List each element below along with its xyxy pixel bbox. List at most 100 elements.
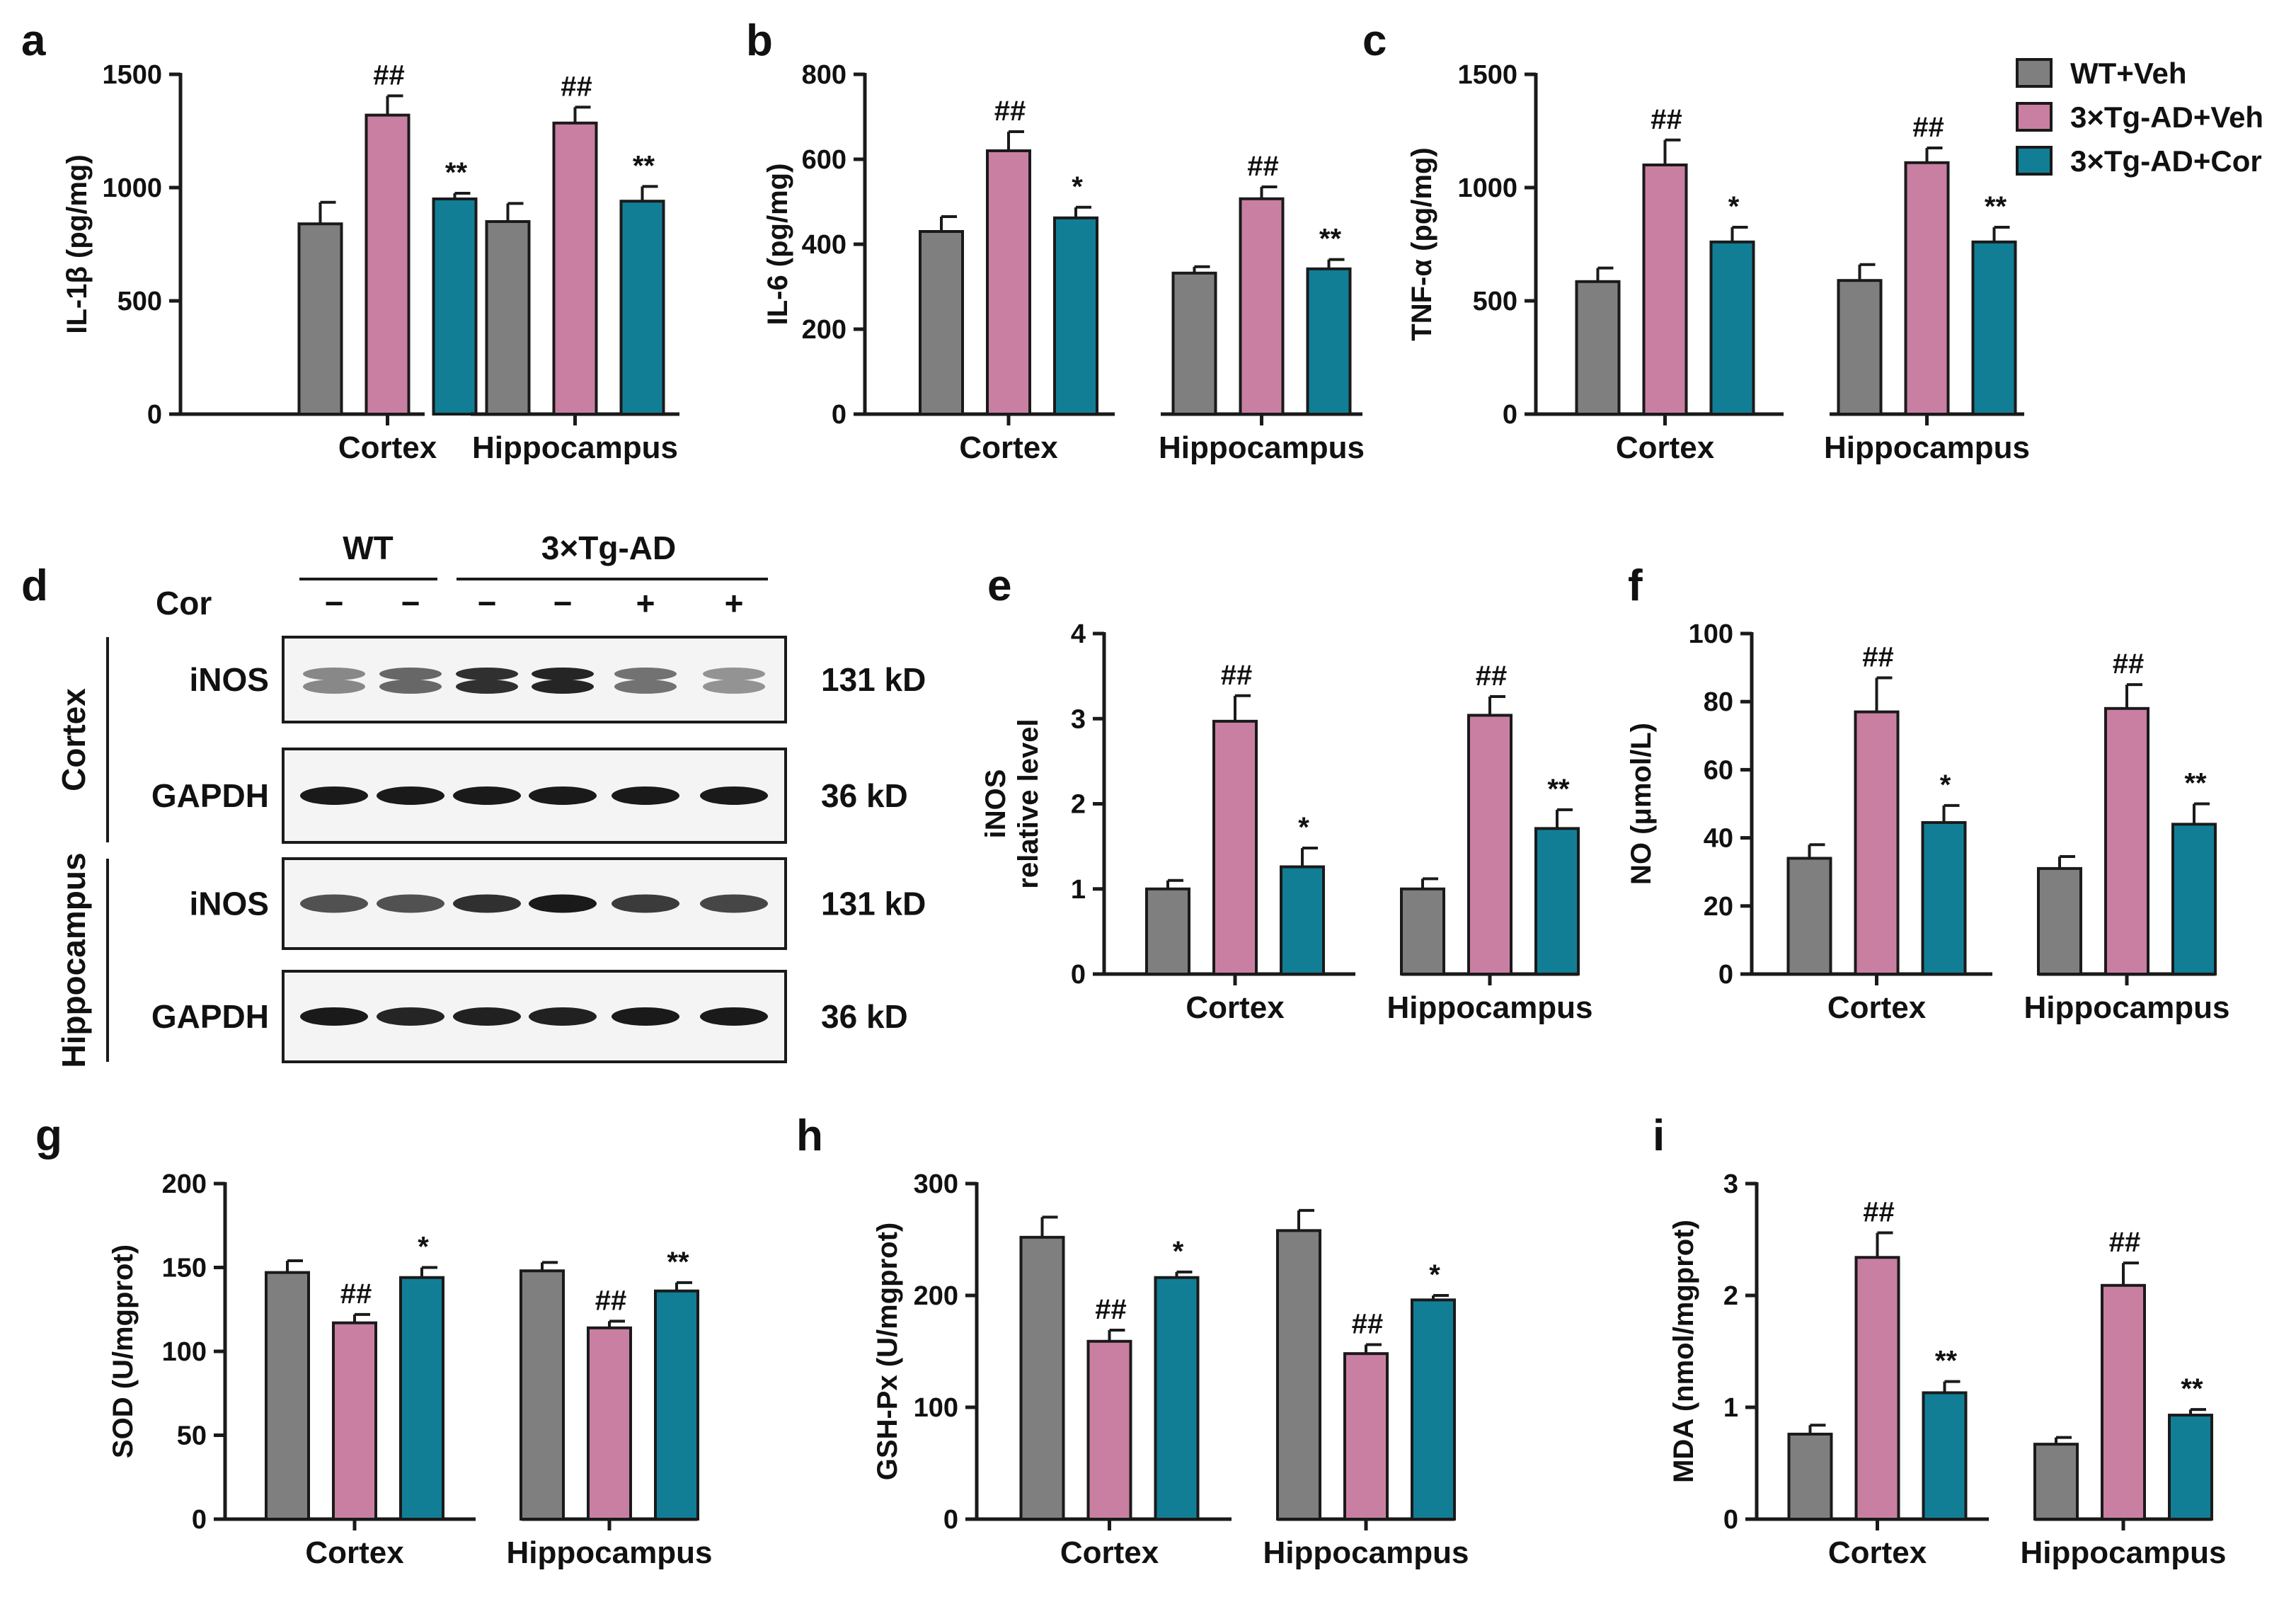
- x-category-label: Hippocampus: [1387, 990, 1593, 1025]
- band: [703, 680, 765, 694]
- blot-frame: [282, 636, 787, 723]
- y-tick-label: 0: [943, 1505, 958, 1535]
- y-tick-label: 0: [1723, 1505, 1738, 1535]
- bar-e-0-2: [1280, 865, 1325, 975]
- bar-c-0-2: [1709, 240, 1755, 416]
- significance-mark: **: [667, 1247, 689, 1278]
- y-tick-label: 500: [1473, 287, 1517, 316]
- x-category-label: Cortex: [1060, 1535, 1159, 1570]
- y-axis-label: MDA (nmol/mgprot): [1668, 1220, 1699, 1483]
- cor-sign-2: −: [478, 585, 497, 622]
- bar-i-0-2: [1922, 1391, 1968, 1521]
- y-tick-label: 4: [1071, 619, 1086, 649]
- band: [300, 894, 368, 913]
- x-category-label: Hippocampus: [472, 430, 678, 465]
- x-category-label: Cortex: [1827, 990, 1927, 1025]
- panel-label-e: e: [987, 561, 1011, 610]
- panel-label-d: d: [21, 561, 48, 610]
- size-label: 131 kD: [821, 886, 926, 922]
- y-axis-label: IL-6 (pg/mg): [762, 164, 793, 326]
- cor-sign-5: +: [725, 585, 744, 622]
- significance-mark: ##: [1863, 1197, 1895, 1228]
- band: [532, 668, 594, 680]
- band: [532, 680, 594, 694]
- band: [377, 1007, 444, 1026]
- bar-c-1-2: [1971, 240, 2017, 416]
- y-tick-label: 1500: [102, 60, 162, 90]
- y-tick-label: 200: [914, 1281, 958, 1311]
- significance-mark: ##: [2109, 1227, 2141, 1258]
- band: [453, 894, 521, 913]
- band: [614, 680, 677, 694]
- bar-b-1-1: [1239, 197, 1285, 416]
- significance-mark: *: [1173, 1236, 1184, 1267]
- x-category-label: Cortex: [1828, 1535, 1927, 1570]
- y-tick-label: 150: [162, 1254, 207, 1283]
- bar-c-1-0: [1837, 279, 1883, 416]
- x-category-label: Hippocampus: [1824, 430, 2030, 465]
- bar-a-0-1: [365, 113, 411, 416]
- legend-swatch-0: [2016, 58, 2053, 88]
- x-category-label: Hippocampus: [2024, 990, 2230, 1025]
- y-tick-label: 3: [1723, 1169, 1738, 1199]
- y-tick-label: 0: [1503, 400, 1517, 430]
- x-category-label: Cortex: [1616, 430, 1715, 465]
- band: [529, 1007, 597, 1026]
- significance-mark: ##: [340, 1278, 372, 1310]
- bar-i-0-0: [1787, 1432, 1833, 1521]
- bar-b-1-2: [1306, 267, 1352, 416]
- legend: WT+Veh 3×Tg-AD+Veh 3×Tg-AD+Cor: [2016, 57, 2263, 178]
- bar-h-0-2: [1154, 1276, 1200, 1521]
- x-category-label: Cortex: [338, 430, 437, 465]
- panel-label-f: f: [1628, 561, 1643, 610]
- significance-mark: **: [1319, 224, 1342, 255]
- y-tick-label: 0: [832, 400, 846, 430]
- bar-g-0-1: [332, 1321, 377, 1521]
- y-tick-label: 1000: [102, 173, 162, 203]
- bar-b-1-0: [1171, 271, 1217, 416]
- band: [700, 894, 768, 913]
- y-tick-label: 3: [1071, 704, 1086, 734]
- y-tick-label: 60: [1704, 755, 1733, 785]
- significance-mark: *: [1940, 769, 1951, 801]
- y-axis-label: iNOSrelative level: [980, 719, 1044, 888]
- cor-sign-1: −: [401, 585, 420, 622]
- bar-i-1-1: [2101, 1283, 2146, 1521]
- y-tick-label: 1: [1723, 1393, 1738, 1423]
- legend-label-0: WT+Veh: [2070, 57, 2187, 90]
- significance-mark: ##: [1476, 660, 1508, 692]
- x-category-label: Hippocampus: [1263, 1535, 1469, 1570]
- protein-label: GAPDH: [151, 998, 269, 1035]
- y-tick-label: 600: [802, 145, 846, 175]
- chart-panel-h: h 0 100 200 300 GSH-Px (U/mgprot) Cortex ## * Hip…: [796, 1111, 1469, 1570]
- significance-mark: ##: [1095, 1294, 1127, 1325]
- band: [300, 1007, 368, 1026]
- y-tick-label: 1: [1071, 875, 1086, 905]
- bar-b-0-2: [1053, 216, 1098, 416]
- band: [453, 786, 521, 805]
- bar-b-0-1: [986, 149, 1031, 416]
- significance-mark: ##: [1221, 660, 1253, 691]
- protein-label: iNOS: [190, 661, 269, 698]
- y-axis-label-line: SOD (U/mgprot): [108, 1244, 139, 1458]
- y-axis-label-line: NO (μmol/L): [1626, 723, 1657, 885]
- bar-a-0-0: [297, 222, 343, 416]
- bar-e-1-2: [1534, 827, 1580, 976]
- bar-h-0-1: [1086, 1339, 1132, 1521]
- bar-b-0-0: [919, 230, 964, 416]
- band: [703, 668, 765, 680]
- y-tick-label: 1000: [1457, 173, 1517, 203]
- chart-panel-a: a 0 500 1000 1500 IL-1β (pg/mg) Cortex ## ** Hipp…: [21, 16, 679, 465]
- y-tick-label: 0: [1718, 960, 1733, 990]
- panel-label-c: c: [1362, 16, 1387, 65]
- bar-f-1-1: [2104, 706, 2149, 975]
- y-tick-label: 100: [1689, 619, 1733, 649]
- chart-panel-i: i 0 1 2 3 MDA (nmol/mgprot) Cortex ## ** Hippocam…: [1653, 1111, 2226, 1570]
- y-tick-label: 80: [1704, 687, 1733, 717]
- bar-e-1-1: [1467, 714, 1513, 975]
- y-tick-label: 50: [177, 1421, 207, 1451]
- bar-g-1-1: [587, 1326, 632, 1521]
- y-axis-label: IL-1β (pg/mg): [62, 154, 93, 333]
- significance-mark: **: [2181, 1373, 2203, 1404]
- bar-c-0-0: [1575, 280, 1621, 416]
